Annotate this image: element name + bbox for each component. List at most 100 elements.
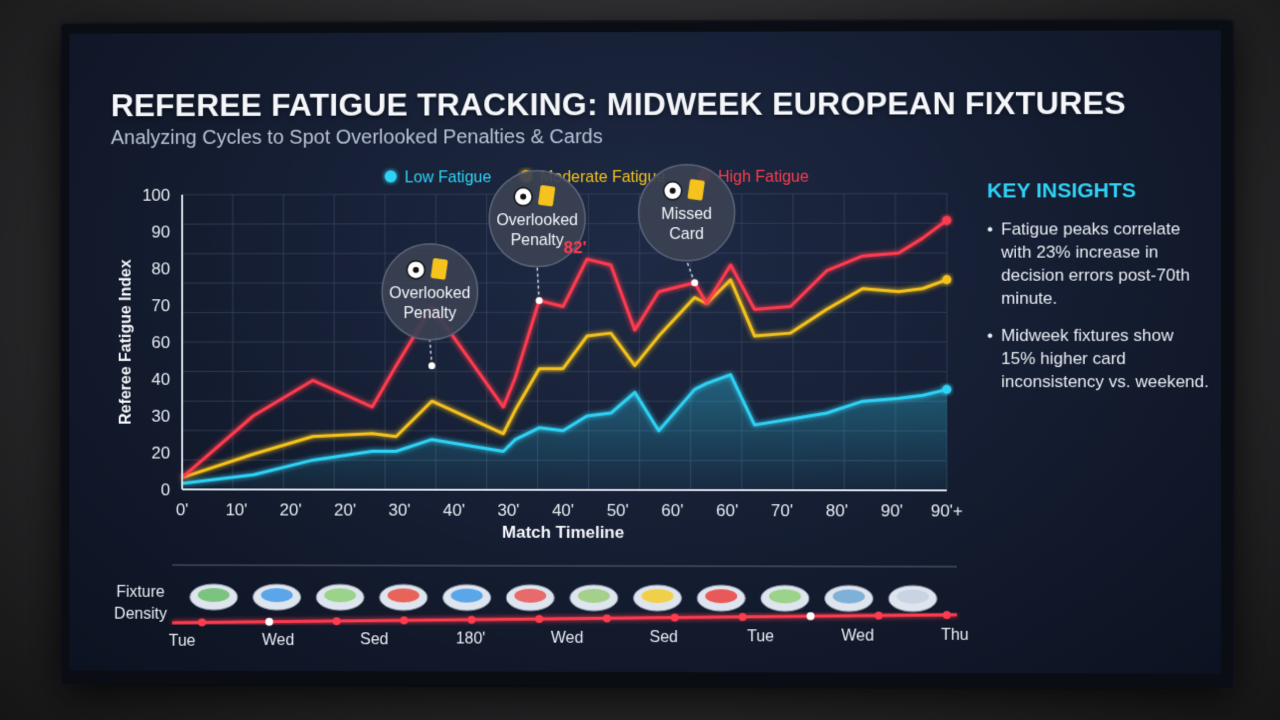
fixture-day-label: Wed (262, 632, 294, 649)
stadium-pitch-icon (641, 588, 674, 603)
moderate-fatigue-legend-label: Moderate Fatigue (540, 169, 665, 186)
annotation-label: Overlooked (496, 212, 578, 229)
fixture-marker (535, 615, 544, 624)
insight-text: Fatigue peaks correlate with 23% increas… (1001, 219, 1190, 308)
fixture-marker (603, 614, 612, 623)
annotation-label: Missed (661, 206, 712, 223)
fixture-density-label: Fixture (116, 584, 165, 601)
fixture-day-label: Tue (747, 628, 774, 645)
stadium-pitch-icon (768, 589, 802, 604)
low-fatigue-legend-marker (385, 170, 398, 183)
x-tick-label: 0' (176, 500, 189, 519)
soccer-ball-icon (413, 267, 420, 274)
insight-text: Midweek fixtures show 15% higher card in… (1001, 325, 1209, 392)
stadium-pitch-icon (514, 589, 547, 604)
fixture-marker (806, 612, 815, 621)
annotation-leader-line (685, 260, 696, 283)
fixture-day-label: Thu (941, 627, 969, 644)
insight-item: • Fatigue peaks correlate with 23% incre… (987, 217, 1209, 310)
stadium-pitch-icon (832, 589, 865, 604)
bullet-icon: • (987, 325, 994, 345)
stadium-pitch-icon (896, 589, 929, 604)
yellow-card-icon (687, 179, 705, 201)
y-tick-label: 70 (152, 296, 171, 315)
stadium-pitch-icon (578, 589, 611, 604)
annotation-label: Penalty (403, 305, 456, 322)
stadium-pitch-icon (704, 588, 737, 603)
x-axis (182, 489, 947, 490)
y-tick-label: 40 (152, 370, 171, 389)
x-tick-label: 10' (225, 500, 247, 519)
x-tick-label: 90'+ (931, 501, 963, 520)
x-tick-label: 60' (716, 501, 738, 520)
key-insights-heading: KEY INSIGHTS (987, 179, 1136, 203)
bullet-icon: • (987, 219, 994, 239)
annotation-bubble (489, 170, 587, 268)
x-tick-label: 30' (388, 501, 410, 520)
x-tick-label: 20' (280, 500, 302, 519)
annotation-bubble (637, 163, 735, 262)
annotation-label: Penalty (511, 232, 564, 249)
y-tick-label: 90 (152, 223, 171, 242)
stadium-pitch-icon (387, 588, 420, 603)
fixture-marker (332, 617, 341, 626)
x-tick-label: 30' (497, 501, 519, 520)
fixture-marker (942, 610, 951, 619)
high-fatigue-legend-label: High Fatigue (718, 169, 809, 186)
annotation-point (429, 362, 437, 370)
low-fatigue-legend-label: Low Fatigue (405, 169, 492, 186)
fixture-timeline (172, 613, 957, 625)
x-tick-label: 60' (661, 501, 683, 520)
fixture-day-label: Sed (650, 629, 678, 646)
fixture-day-label: Wed (551, 630, 584, 647)
annotation-point (536, 297, 544, 305)
low-fatigue-area (182, 374, 947, 491)
screen: REFEREE FATIGUE TRACKING: MIDWEEK EUROPE… (69, 30, 1222, 674)
x-tick-label: 70' (771, 501, 793, 520)
stadium-pitch-icon (324, 588, 357, 603)
high-fatigue-endpoint (942, 215, 952, 225)
x-tick-label: 50' (607, 501, 629, 520)
y-tick-label: 30 (152, 407, 171, 426)
insight-item: • Midweek fixtures show 15% higher card … (987, 324, 1209, 393)
yellow-card-icon (538, 185, 556, 207)
fixture-marker (670, 613, 679, 622)
y-tick-label: 80 (152, 259, 171, 278)
fixture-separator (172, 565, 957, 567)
fixture-marker (400, 616, 409, 625)
moderate-fatigue-endpoint (942, 275, 952, 285)
annotation-leader-line (429, 340, 434, 367)
y-tick-label: 20 (152, 444, 171, 463)
x-tick-label: 20' (334, 501, 356, 520)
fixture-day-label: 180' (456, 630, 486, 647)
y-tick-label: 0 (161, 480, 170, 499)
annotation-label: Card (669, 226, 704, 243)
x-axis-label: Match Timeline (502, 523, 624, 542)
stadium-pitch-icon (260, 588, 293, 603)
stadium-pitch-icon (450, 588, 483, 603)
fixture-marker (198, 618, 206, 627)
monitor-bezel: REFEREE FATIGUE TRACKING: MIDWEEK EUROPE… (61, 20, 1234, 688)
key-insights-panel: KEY INSIGHTS • Fatigue peaks correlate w… (987, 179, 1209, 407)
x-tick-label: 80' (826, 501, 848, 520)
fixture-day-label: Sed (360, 631, 388, 648)
fixture-day-label: Wed (841, 627, 874, 644)
y-axis-label: Referee Fatigue Index (118, 259, 135, 424)
y-tick-label: 60 (152, 333, 171, 352)
fixture-day-label: Tue (169, 633, 196, 650)
x-tick-label: 90' (881, 501, 903, 520)
fixture-density-label: Density (114, 606, 167, 623)
soccer-ball-icon (520, 193, 527, 200)
annotation-label: 82' (564, 238, 587, 257)
stadium-pitch-icon (197, 588, 230, 603)
fatigue-line-chart: 0 20 30 40 60 70 80 90 100 0' 10' 20' 20' 30' 40' 30' 40… (114, 163, 969, 650)
x-tick-label: 40' (552, 501, 574, 520)
soccer-ball-icon (669, 187, 676, 194)
fixture-marker (874, 611, 883, 620)
fixture-marker (737, 612, 746, 621)
low-fatigue-endpoint (942, 384, 952, 394)
annotation-label: Overlooked (389, 285, 470, 302)
fixture-marker (467, 615, 476, 624)
y-tick-label: 100 (142, 186, 170, 205)
yellow-card-icon (431, 258, 449, 281)
